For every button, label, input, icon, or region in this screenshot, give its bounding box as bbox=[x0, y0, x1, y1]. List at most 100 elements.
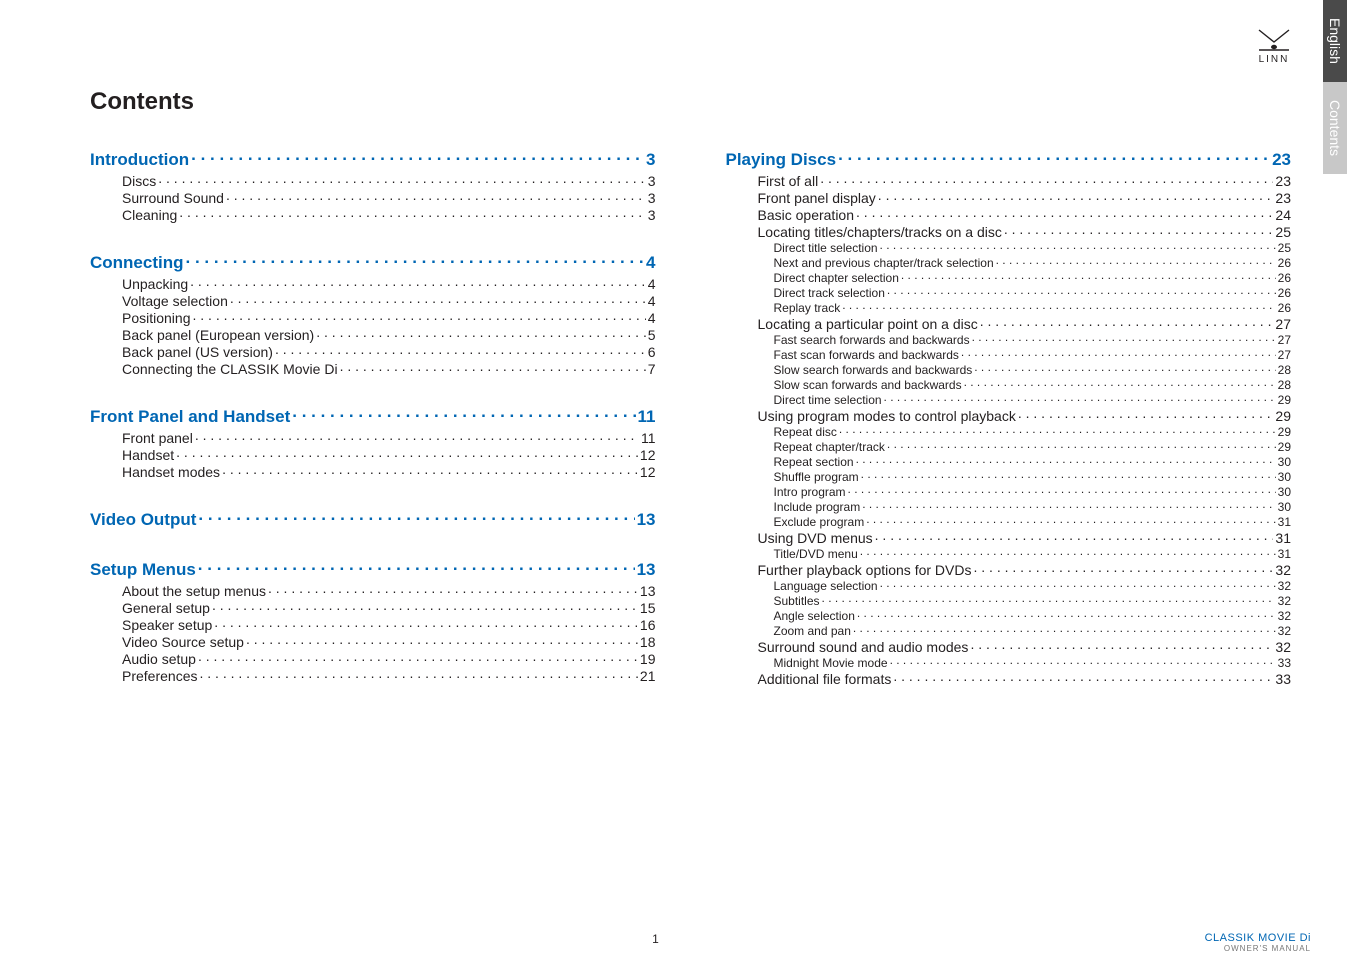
toc-leader bbox=[996, 255, 1276, 267]
toc-label: Shuffle program bbox=[774, 470, 859, 484]
toc-page: 26 bbox=[1278, 256, 1291, 270]
toc-subentry[interactable]: Midnight Movie mode 33 bbox=[774, 655, 1292, 670]
toc-leader bbox=[199, 667, 637, 681]
toc-entry[interactable]: Voltage selection 4 bbox=[122, 292, 656, 309]
toc-entry[interactable]: Positioning 4 bbox=[122, 309, 656, 326]
toc-leader bbox=[961, 347, 1276, 359]
toc-subentry[interactable]: Include program 30 bbox=[774, 499, 1292, 514]
toc-entry[interactable]: General setup 15 bbox=[122, 599, 656, 616]
toc-entry[interactable]: Front panel display 23 bbox=[758, 189, 1292, 206]
toc-page: 28 bbox=[1278, 378, 1291, 392]
toc-label: Video Output bbox=[90, 510, 196, 530]
toc-subentry[interactable]: Zoom and pan 32 bbox=[774, 623, 1292, 638]
toc-heading[interactable]: Introduction 3 bbox=[90, 148, 656, 170]
toc-page: 13 bbox=[637, 510, 656, 530]
toc-label: Audio setup bbox=[122, 651, 196, 667]
toc-leader bbox=[890, 655, 1276, 667]
toc-subentry[interactable]: Direct track selection 26 bbox=[774, 285, 1292, 300]
toc-leader bbox=[195, 429, 639, 443]
toc-page: 6 bbox=[648, 344, 656, 360]
toc-page: 3 bbox=[646, 150, 655, 170]
toc-heading[interactable]: Playing Discs 23 bbox=[726, 148, 1292, 170]
toc-entry[interactable]: Speaker setup 16 bbox=[122, 616, 656, 633]
toc-entry[interactable]: Using DVD menus 31 bbox=[758, 529, 1292, 546]
toc-leader bbox=[856, 206, 1273, 220]
toc-label: About the setup menus bbox=[122, 583, 266, 599]
toc-leader bbox=[292, 405, 635, 422]
toc-entry[interactable]: Surround sound and audio modes 32 bbox=[758, 638, 1292, 655]
toc-subentry[interactable]: Direct chapter selection 26 bbox=[774, 270, 1292, 285]
toc-subentry[interactable]: Intro program 30 bbox=[774, 484, 1292, 499]
toc-subentry[interactable]: Direct time selection 29 bbox=[774, 392, 1292, 407]
toc-entry[interactable]: Unpacking 4 bbox=[122, 275, 656, 292]
toc-subentry[interactable]: Language selection 32 bbox=[774, 578, 1292, 593]
toc-label: Surround Sound bbox=[122, 190, 224, 206]
toc-entry[interactable]: First of all 23 bbox=[758, 172, 1292, 189]
toc-leader bbox=[860, 546, 1276, 558]
toc-subentry[interactable]: Direct title selection 25 bbox=[774, 240, 1292, 255]
toc-subentry[interactable]: Repeat disc 29 bbox=[774, 424, 1292, 439]
toc-page: 33 bbox=[1278, 656, 1291, 670]
toc-entry[interactable]: Audio setup 19 bbox=[122, 650, 656, 667]
toc-entry[interactable]: Preferences 21 bbox=[122, 667, 656, 684]
toc-entry[interactable]: Video Source setup 18 bbox=[122, 633, 656, 650]
toc-entry[interactable]: Discs 3 bbox=[122, 172, 656, 189]
toc-entry[interactable]: Cleaning 3 bbox=[122, 206, 656, 223]
toc-heading[interactable]: Connecting 4 bbox=[90, 251, 656, 273]
toc-leader bbox=[820, 172, 1273, 186]
footer-right: CLASSIK MOVIE Di OWNER'S MANUAL bbox=[1205, 932, 1311, 953]
toc-entry[interactable]: Back panel (European version) 5 bbox=[122, 326, 656, 343]
toc-subentry[interactable]: Slow search forwards and backwards 28 bbox=[774, 362, 1292, 377]
toc-page: 11 bbox=[641, 430, 656, 446]
toc-subentry[interactable]: Title/DVD menu 31 bbox=[774, 546, 1292, 561]
toc-page: 32 bbox=[1275, 639, 1291, 655]
toc-subentry[interactable]: Exclude program 31 bbox=[774, 514, 1292, 529]
toc-page: 31 bbox=[1278, 547, 1291, 561]
toc-entry[interactable]: Basic operation 24 bbox=[758, 206, 1292, 223]
toc-heading[interactable]: Setup Menus 13 bbox=[90, 558, 656, 580]
toc-entry[interactable]: Back panel (US version) 6 bbox=[122, 343, 656, 360]
toc-leader bbox=[878, 189, 1274, 203]
toc-label: Angle selection bbox=[774, 609, 855, 623]
toc-subentry[interactable]: Subtitles 32 bbox=[774, 593, 1292, 608]
toc-entry[interactable]: Connecting the CLASSIK Movie Di 7 bbox=[122, 360, 656, 377]
toc-entry[interactable]: Locating titles/chapters/tracks on a dis… bbox=[758, 223, 1292, 240]
toc-label: Surround sound and audio modes bbox=[758, 639, 969, 655]
toc-subentry[interactable]: Fast search forwards and backwards 27 bbox=[774, 332, 1292, 347]
toc-entry[interactable]: Front panel 11 bbox=[122, 429, 656, 446]
tab-section: Contents bbox=[1323, 82, 1347, 174]
toc-leader bbox=[1004, 223, 1274, 237]
toc-leader bbox=[856, 454, 1276, 466]
toc-leader bbox=[861, 469, 1276, 481]
toc-subentry[interactable]: Slow scan forwards and backwards 28 bbox=[774, 377, 1292, 392]
toc-subentry[interactable]: Shuffle program 30 bbox=[774, 469, 1292, 484]
toc-page: 30 bbox=[1278, 485, 1291, 499]
toc-entry[interactable]: Further playback options for DVDs 32 bbox=[758, 561, 1292, 578]
toc-entry[interactable]: Handset modes 12 bbox=[122, 463, 656, 480]
toc-entry[interactable]: Handset 12 bbox=[122, 446, 656, 463]
toc-leader bbox=[198, 650, 638, 664]
toc-subentry[interactable]: Next and previous chapter/track selectio… bbox=[774, 255, 1292, 270]
toc-heading[interactable]: Video Output 13 bbox=[90, 508, 656, 530]
toc-subentry[interactable]: Repeat section 30 bbox=[774, 454, 1292, 469]
toc-subentry[interactable]: Fast scan forwards and backwards 27 bbox=[774, 347, 1292, 362]
toc-label: Cleaning bbox=[122, 207, 177, 223]
toc-section: Playing Discs 23 First of all 23Front pan… bbox=[726, 148, 1292, 687]
toc-heading[interactable]: Front Panel and Handset 11 bbox=[90, 405, 656, 427]
toc-page: 3 bbox=[648, 207, 656, 223]
toc-label: Repeat disc bbox=[774, 425, 837, 439]
toc-subentry[interactable]: Repeat chapter/track 29 bbox=[774, 439, 1292, 454]
footer-sub: OWNER'S MANUAL bbox=[1205, 944, 1311, 953]
toc-entry[interactable]: Using program modes to control playback … bbox=[758, 407, 1292, 424]
toc-subentry[interactable]: Replay track 26 bbox=[774, 300, 1292, 315]
toc-label: Intro program bbox=[774, 485, 846, 499]
toc-entry[interactable]: Locating a particular point on a disc 27 bbox=[758, 315, 1292, 332]
toc-entry[interactable]: About the setup menus 13 bbox=[122, 582, 656, 599]
toc-entry[interactable]: Additional file formats 33 bbox=[758, 670, 1292, 687]
toc-entry[interactable]: Surround Sound 3 bbox=[122, 189, 656, 206]
toc-page: 32 bbox=[1278, 579, 1291, 593]
toc-leader bbox=[980, 315, 1274, 329]
toc-subentry[interactable]: Angle selection 32 bbox=[774, 608, 1292, 623]
toc-leader bbox=[974, 362, 1275, 374]
toc-label: Fast search forwards and backwards bbox=[774, 333, 970, 347]
